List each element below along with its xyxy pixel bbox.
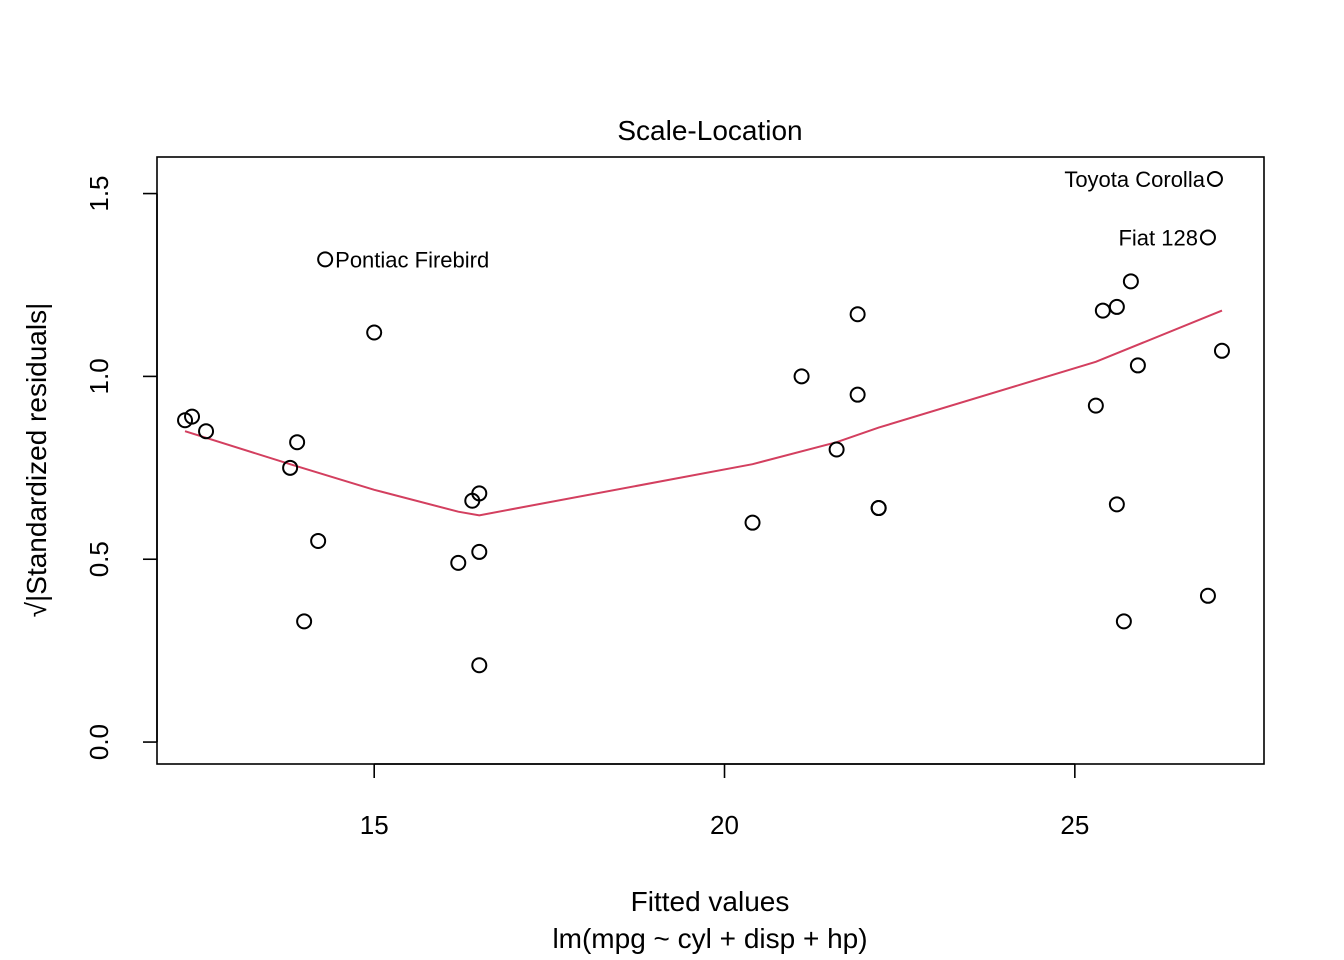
data-point — [310, 532, 327, 549]
data-points — [177, 170, 1230, 674]
data-point — [1108, 298, 1125, 315]
data-point — [1094, 302, 1111, 319]
data-point — [366, 324, 383, 341]
data-point — [450, 554, 467, 571]
y-axis-label: √|Standardized residuals| — [21, 303, 52, 618]
data-point — [1108, 496, 1125, 513]
y-tick-label: 0.5 — [84, 541, 114, 577]
x-axis: 15 20 25 — [360, 763, 1089, 840]
data-point — [1206, 170, 1223, 187]
data-point — [471, 543, 488, 560]
y-tick-label: 0.0 — [84, 724, 114, 760]
data-point — [282, 459, 299, 476]
x-tick-label: 15 — [360, 810, 389, 840]
data-point — [471, 657, 488, 674]
data-point — [1213, 342, 1230, 359]
y-tick-label: 1.0 — [84, 358, 114, 394]
x-axis-label: Fitted values — [631, 886, 790, 917]
data-point — [870, 500, 887, 517]
data-point — [471, 485, 488, 502]
data-point — [849, 386, 866, 403]
data-point — [296, 613, 313, 630]
data-point — [289, 434, 306, 451]
smoother-line-group — [184, 309, 1223, 517]
plot-area-frame — [156, 156, 1265, 765]
data-point — [1199, 229, 1216, 246]
data-point — [198, 423, 215, 440]
point-label: Pontiac Firebird — [335, 247, 489, 272]
data-point — [849, 306, 866, 323]
data-point — [1087, 397, 1104, 414]
data-point — [828, 441, 845, 458]
point-label: Toyota Corolla — [1064, 167, 1205, 192]
x-tick-label: 20 — [710, 810, 739, 840]
chart-title: Scale-Location — [617, 115, 802, 146]
data-point — [1115, 613, 1132, 630]
smoother-line — [184, 309, 1223, 517]
y-axis: 0.0 0.5 1.0 1.5 — [84, 175, 158, 760]
data-point — [1199, 587, 1216, 604]
point-labels: Pontiac Firebird Fiat 128 Toyota Corolla — [335, 167, 1206, 272]
data-point — [317, 251, 334, 268]
data-point — [1122, 273, 1139, 290]
data-point — [793, 368, 810, 385]
data-point — [1129, 357, 1146, 374]
data-point — [744, 514, 761, 531]
data-point — [184, 408, 201, 425]
x-tick-label: 25 — [1060, 810, 1089, 840]
x-axis-sublabel: lm(mpg ~ cyl + disp + hp) — [552, 923, 867, 954]
point-label: Fiat 128 — [1118, 225, 1198, 250]
y-tick-label: 1.5 — [84, 175, 114, 211]
